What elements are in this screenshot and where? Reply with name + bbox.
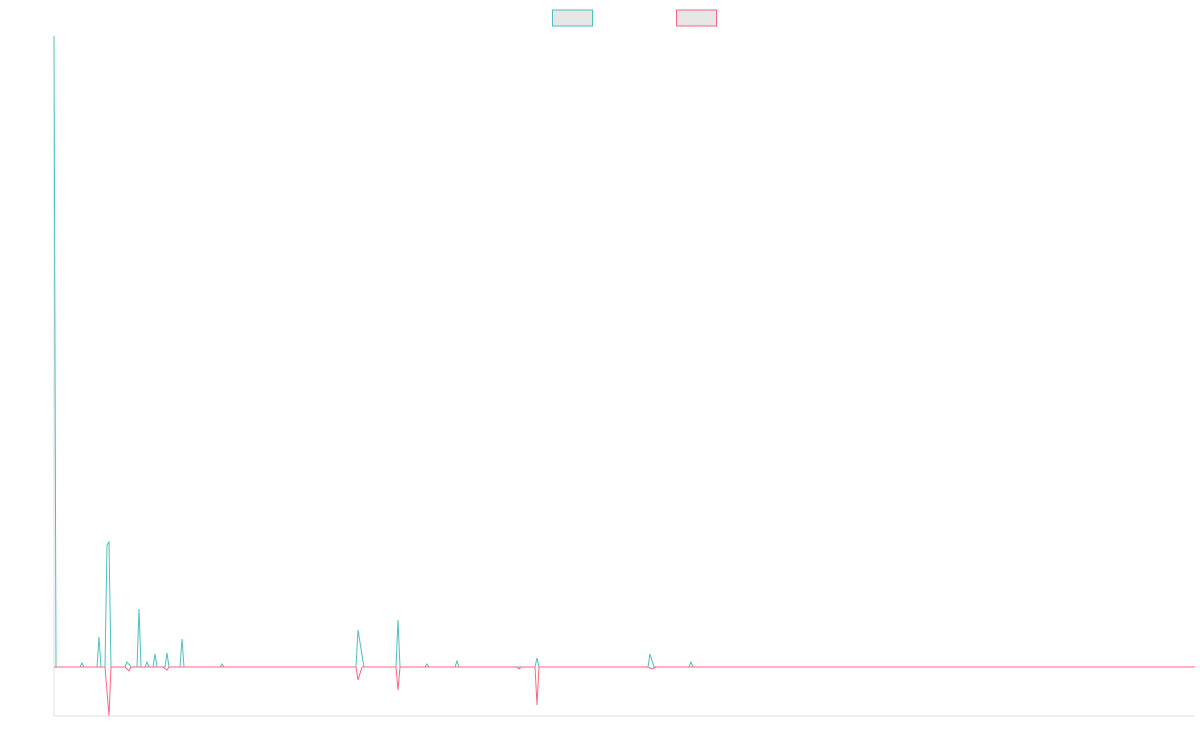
legend-swatch[interactable]	[552, 9, 593, 27]
line-series	[53, 35, 1195, 668]
legend-swatch[interactable]	[676, 9, 717, 27]
line-series	[54, 666, 1195, 717]
